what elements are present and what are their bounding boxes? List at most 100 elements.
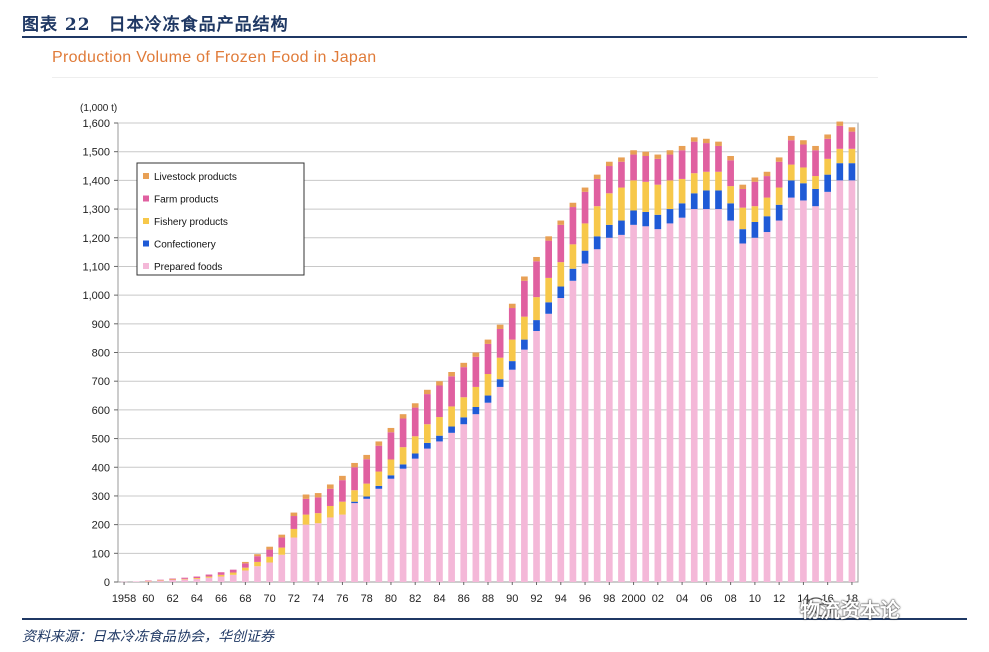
bar-segment (169, 578, 176, 580)
bar-segment (569, 202, 577, 208)
bar-segment (751, 237, 759, 582)
bar-segment (824, 191, 832, 582)
bar-segment (157, 580, 164, 582)
x-tick-label: 66 (215, 593, 227, 605)
x-tick-label: 82 (409, 593, 421, 605)
bar-segment (812, 145, 819, 151)
bar-segment (751, 181, 759, 207)
bar-segment (630, 154, 637, 181)
y-tick-label: 100 (92, 548, 110, 560)
bar-segment (775, 157, 783, 162)
x-tick-label: 02 (652, 593, 664, 605)
bar-segment (266, 562, 273, 582)
x-tick-label: 62 (166, 593, 178, 605)
bar-segment (278, 534, 286, 538)
x-tick-label: 84 (433, 593, 445, 605)
x-tick-label: 04 (676, 593, 688, 605)
x-tick-label: 72 (288, 593, 300, 605)
bar-segment (690, 209, 698, 582)
bar-segment (496, 386, 504, 582)
bar-segment (618, 161, 625, 188)
watermark-text: 物流资本论 (800, 598, 900, 622)
bar-segment (654, 158, 662, 185)
bar-segment (387, 459, 395, 476)
bar-segment (654, 184, 662, 215)
bar-segment (424, 448, 431, 582)
bar-segment (618, 187, 625, 221)
x-tick-label: 1958 (112, 593, 136, 605)
bar-segment (727, 220, 734, 582)
x-tick-label: 80 (385, 593, 397, 605)
bar-segment (800, 183, 807, 201)
bar-segment (472, 407, 480, 415)
bar-segment (787, 180, 795, 198)
bar-segment (460, 362, 468, 368)
figure-label: 图表 22 日本冷冻食品产品结构 (22, 15, 289, 35)
bar-segment (605, 166, 613, 194)
bar-segment (508, 369, 516, 582)
x-tick-label: 98 (603, 593, 615, 605)
bar-segment (508, 308, 516, 340)
legend-label: Livestock products (154, 172, 237, 183)
legend-swatch (143, 173, 149, 179)
bar-segment (278, 537, 286, 548)
bar-segment (254, 566, 261, 582)
bar-segment (521, 276, 528, 281)
bar-segment (703, 143, 710, 172)
bar-segment (387, 475, 395, 479)
y-tick-label: 1,100 (82, 261, 110, 273)
bar-segment (642, 226, 650, 582)
bar-segment (605, 161, 613, 167)
bar-segment (812, 206, 819, 582)
x-tick-label: 14 (797, 593, 809, 605)
bar-segment (824, 174, 832, 192)
bar-segment (787, 140, 795, 165)
bar-segment (472, 356, 480, 387)
bar-segment (678, 203, 686, 218)
bar-segment (593, 206, 601, 237)
bar-segment (508, 303, 516, 309)
bar-segment (581, 187, 589, 192)
bar-segment (836, 121, 844, 126)
bar-segment (630, 210, 637, 225)
bar-segment (824, 158, 832, 175)
bar-segment (690, 173, 698, 194)
bar-segment (569, 268, 577, 281)
bar-segment (763, 216, 771, 233)
bar-segment (848, 180, 856, 582)
bar-segment (169, 579, 176, 580)
x-tick-label: 06 (700, 593, 712, 605)
bar-segment (763, 197, 771, 217)
bar-segment (217, 572, 225, 575)
legend-label: Confectionery (154, 240, 216, 251)
bar-segment (715, 190, 722, 210)
bar-segment (763, 232, 771, 582)
bar-segment (460, 424, 468, 582)
bar-segment (533, 297, 540, 321)
bar-segment (787, 164, 795, 181)
bar-segment (242, 561, 249, 564)
bar-segment (302, 498, 310, 515)
x-tick-label: 64 (191, 593, 203, 605)
bar-segment (254, 554, 261, 557)
x-tick-label: 60 (142, 593, 154, 605)
bar-segment (666, 209, 674, 224)
bar-segment (836, 163, 844, 181)
bar-segment (411, 458, 419, 582)
bar-segment (339, 514, 346, 582)
y-tick-label: 400 (92, 462, 110, 474)
title-divider (52, 77, 878, 78)
bar-segment (848, 163, 856, 181)
legend-swatch (143, 263, 149, 269)
bar-segment (339, 501, 346, 515)
bar-segment (436, 385, 443, 418)
bar-segment (569, 207, 577, 245)
bar-segment (642, 181, 650, 212)
bar-segment (557, 286, 565, 298)
x-tick-label: 68 (239, 593, 251, 605)
bar-segment (703, 190, 710, 210)
bar-segment (521, 349, 528, 582)
bar-segment (715, 145, 722, 172)
bar-segment (326, 517, 334, 582)
bar-segment (496, 379, 504, 387)
